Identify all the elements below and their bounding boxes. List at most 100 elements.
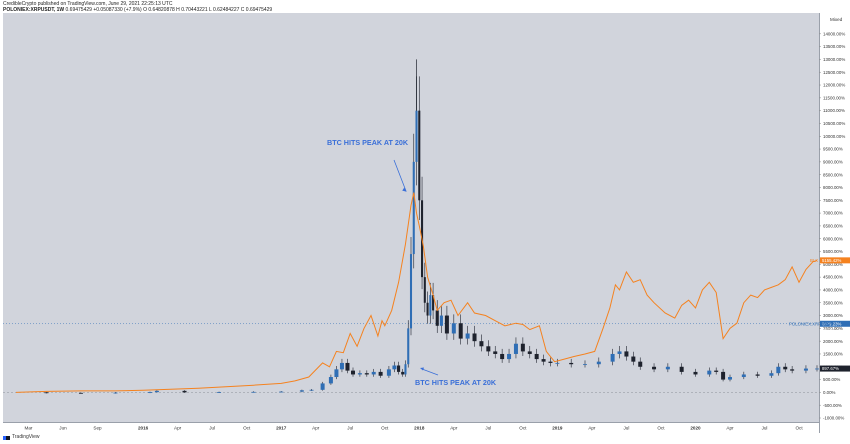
y-tick-label: 0.00%	[823, 390, 836, 395]
candle-body	[486, 346, 491, 352]
candle-body	[415, 110, 418, 162]
candle-body	[548, 361, 553, 363]
candle-body	[148, 392, 152, 393]
header-bar	[0, 0, 850, 13]
candle-body	[679, 366, 684, 372]
symbol-info: POLONIEX:XRPUSDT, 1W 0.69475429 +0.05087…	[3, 7, 273, 13]
x-tick-label: Jul	[209, 426, 215, 431]
candle-body	[334, 369, 339, 378]
x-tick-label: 2017	[276, 426, 287, 431]
x-tick-label: Oct	[519, 426, 527, 431]
candle-body	[631, 356, 636, 362]
y-tick-label: 9500.00%	[823, 147, 843, 152]
candle-body	[435, 310, 439, 326]
candle-body	[500, 353, 505, 360]
y-tick-label: 8500.00%	[823, 172, 843, 177]
x-tick-label: 2016	[138, 426, 149, 431]
btc-last-tag: 5155.42%	[822, 258, 842, 263]
y-tick-label: 13000.00%	[823, 57, 845, 62]
candle-body	[378, 371, 383, 376]
candle-body	[392, 365, 397, 370]
annotation-arrow-bottom	[421, 368, 439, 376]
ohlc-change: 0.69475429 +0.05087330 (+7.9%)	[65, 7, 142, 13]
candle-body	[78, 392, 83, 394]
ohlc-high: 0.70443221	[181, 7, 208, 13]
x-tick-label: Jun	[59, 426, 67, 431]
candle-body	[541, 359, 546, 362]
candle-body	[423, 277, 426, 303]
x-tick-label: Jul	[762, 426, 768, 431]
candle-body	[583, 364, 587, 366]
annotation-btc-peak-bottom: BTC HITS PEAK AT 20K	[415, 378, 497, 387]
y-tick-label: 5500.00%	[823, 249, 843, 254]
xrp-last-tag: 897.67%	[822, 366, 839, 371]
candle-body	[113, 392, 118, 394]
y-tick-label: 11500.00%	[823, 95, 845, 100]
candle-body	[707, 370, 712, 375]
candle-body	[432, 295, 435, 311]
candle-body	[44, 392, 49, 394]
candle-body	[386, 369, 391, 376]
x-tick-label: 2018	[414, 426, 425, 431]
candle-body	[555, 362, 560, 364]
ohlc-close: 0.69475429	[245, 7, 273, 13]
candle-body	[534, 353, 539, 360]
x-tick-label: Apr	[174, 426, 182, 431]
candle-body	[364, 373, 369, 375]
time-axis[interactable]	[3, 422, 819, 434]
candle-body	[721, 371, 726, 380]
y-tick-label: 2500.00%	[823, 326, 843, 331]
candle-body	[769, 373, 774, 376]
candle-body	[371, 371, 376, 375]
candle-body	[493, 351, 498, 354]
candle-body	[439, 315, 443, 326]
candle-body	[182, 390, 187, 393]
xrp-last-tag-bg	[820, 365, 850, 372]
xrp-series-label: POLONIEX:XRPUSDT	[789, 321, 833, 326]
candle-body	[527, 351, 532, 354]
tradingview-logo-icon[interactable]	[3, 435, 10, 441]
symbol-label[interactable]: POLONIEX:XRPUSDT, 1W	[3, 7, 65, 13]
candle-body	[458, 323, 463, 339]
candle-body	[351, 370, 355, 375]
candle-body	[693, 371, 698, 375]
candle-body	[345, 362, 350, 371]
candle-body	[472, 333, 477, 342]
y-tick-label: -1000.00%	[823, 416, 844, 421]
x-tick-label: Oct	[243, 426, 251, 431]
x-tick-label: Sep	[93, 426, 102, 431]
y-tick-label: 4500.00%	[823, 275, 843, 280]
xrp-level-tag-bg	[820, 320, 850, 327]
y-tick-label: -500.00%	[823, 403, 842, 408]
annotation-btc-peak-top: BTC HITS PEAK AT 20K	[327, 138, 409, 147]
candle-body	[279, 391, 284, 393]
candle-body	[401, 371, 405, 375]
price-axis[interactable]	[819, 13, 850, 433]
candle-body	[357, 373, 362, 375]
candle-body	[728, 377, 732, 380]
x-tick-label: Jul	[347, 426, 353, 431]
tradingview-brand[interactable]: TradingView	[12, 434, 40, 440]
y-tick-label: 9000.00%	[823, 159, 843, 164]
candle-body	[154, 390, 159, 393]
candle-body	[444, 315, 449, 334]
candle-body	[610, 353, 615, 362]
candle-body	[426, 302, 429, 316]
y-tick-label: 3000.00%	[823, 313, 843, 318]
y-tick-label: 500.00%	[823, 377, 840, 382]
candle-body	[755, 374, 760, 376]
y-tick-label: 1500.00%	[823, 352, 843, 357]
candle-body	[513, 343, 518, 354]
candle-body	[328, 377, 333, 384]
candle-body	[407, 328, 410, 365]
candle-body	[507, 353, 512, 360]
y-tick-label: 7500.00%	[823, 198, 843, 203]
candle-body	[783, 366, 788, 370]
chart-plot-area[interactable]	[3, 13, 819, 433]
x-tick-label: Jul	[485, 426, 491, 431]
y-tick-label: 6500.00%	[823, 224, 843, 229]
xrp-level-tag: 2679.23%	[822, 321, 842, 326]
candle-body	[418, 110, 421, 201]
x-tick-label: Oct	[657, 426, 665, 431]
x-tick-label: Apr	[450, 426, 458, 431]
